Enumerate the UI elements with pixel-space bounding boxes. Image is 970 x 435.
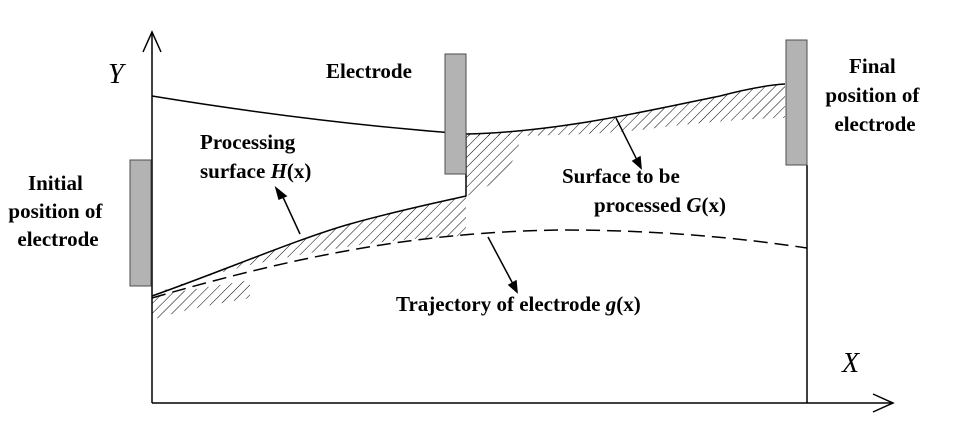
- hatched-region-right: [466, 84, 785, 136]
- y-axis-label: Y: [108, 59, 127, 90]
- x-axis-label: X: [841, 348, 860, 379]
- trajectory-curve: [151, 229, 808, 299]
- hatched-region-left-lower: [152, 280, 250, 320]
- leader-processing: [274, 185, 301, 235]
- hatched-region-left: [152, 196, 466, 296]
- surface-to-process-label: Surface to be processed G(x): [562, 164, 726, 217]
- hatched-region-step: [466, 134, 520, 196]
- electrode-label: Electrode: [326, 59, 412, 83]
- electrode-initial: [129, 159, 152, 287]
- y-axis-arrowhead: [142, 30, 162, 53]
- final-position-label: Final position of electrode: [825, 54, 924, 136]
- leader-trajectory: [487, 236, 518, 294]
- surface-h-curve: [151, 134, 467, 297]
- trajectory-label: Trajectory of electrode g(x): [396, 292, 641, 316]
- surface-g-curve: [151, 83, 786, 135]
- x-axis-arrowhead: [872, 393, 895, 413]
- processing-surface-label: Processing surface H(x): [200, 130, 311, 183]
- electrode-final: [785, 39, 808, 166]
- electrode-middle: [444, 53, 467, 175]
- initial-position-label: Initial position of electrode: [8, 171, 107, 251]
- leader-surface-to-process: [615, 117, 642, 170]
